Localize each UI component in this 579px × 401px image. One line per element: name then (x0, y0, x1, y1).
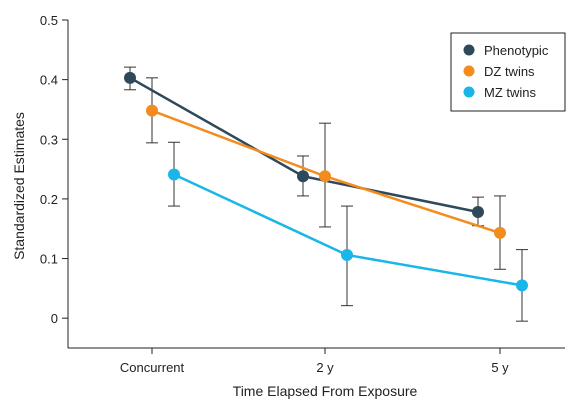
legend-marker (463, 65, 475, 77)
legend-label: DZ twins (484, 64, 535, 79)
y-tick-label: 0.4 (40, 73, 58, 88)
data-point (297, 170, 309, 183)
legend: Phenotypic DZ twins MZ twins (450, 32, 566, 112)
x-tick-label: Concurrent (120, 360, 185, 375)
y-tick-label: 0.2 (40, 192, 58, 207)
y-tick-label: 0 (51, 311, 58, 326)
legend-marker (463, 44, 475, 56)
data-point (341, 248, 353, 261)
data-point (124, 71, 136, 84)
data-point (494, 226, 506, 239)
legend-marker (463, 86, 475, 98)
data-point (319, 170, 331, 183)
series-line-mz-twins (173, 173, 523, 287)
y-tick-label: 0.5 (40, 13, 58, 28)
data-points (124, 71, 528, 292)
x-axis-title: Time Elapsed From Exposure (233, 383, 418, 399)
y-axis-title: Standardized Estimates (11, 112, 27, 260)
legend-label: MZ twins (484, 85, 537, 100)
x-tick-label: 2 y (316, 360, 334, 375)
error-bars (124, 66, 528, 322)
y-tick-label: 0.1 (40, 252, 58, 267)
x-tick-label: 5 y (491, 360, 509, 375)
data-point (168, 168, 180, 181)
axes: 0 0.1 0.2 0.3 0.4 0.5 Concurrent 2 y 5 y (40, 13, 565, 375)
series-line-phenotypic (129, 76, 479, 214)
data-point (516, 279, 528, 292)
data-point (472, 206, 484, 219)
y-tick-label: 0.3 (40, 132, 58, 147)
legend-label: Phenotypic (484, 43, 549, 58)
data-point (146, 104, 158, 117)
